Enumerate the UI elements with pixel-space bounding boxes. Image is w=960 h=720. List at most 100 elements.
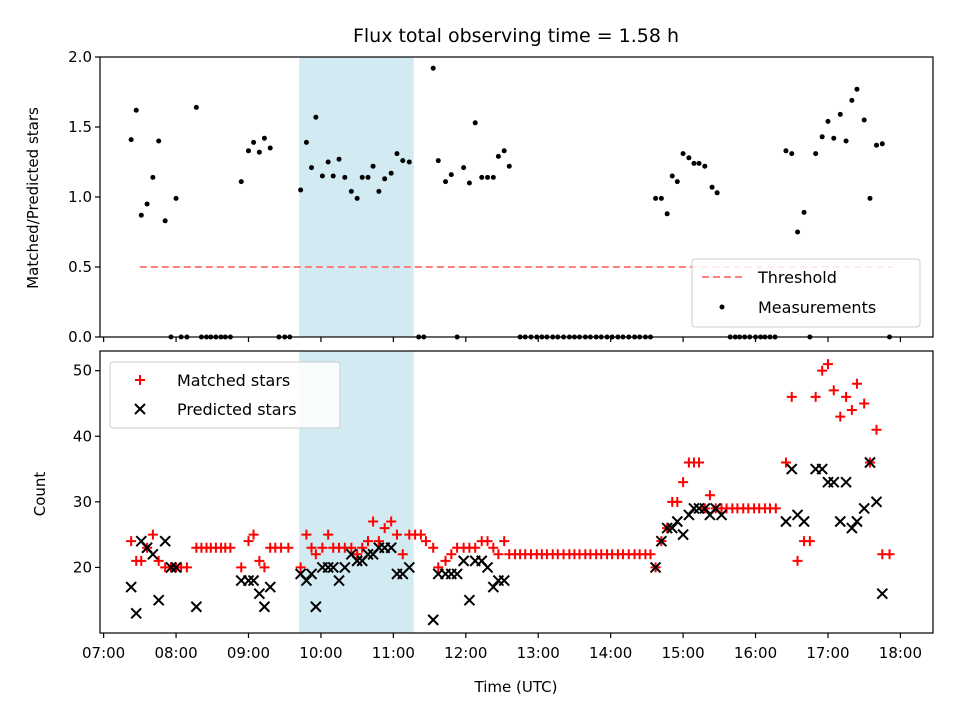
measurement-point <box>267 145 273 151</box>
measurement-point <box>245 148 251 154</box>
matched-star-point <box>704 490 715 501</box>
predicted-star-point <box>780 515 792 528</box>
legend-predicted-label: Predicted stars <box>177 400 297 419</box>
measurement-point <box>370 163 376 169</box>
measurement-point <box>448 172 454 178</box>
measurement-point <box>193 104 199 110</box>
predicted-star-point <box>655 535 668 547</box>
matched-star-point <box>822 359 833 370</box>
predicted-star-point <box>264 581 276 593</box>
measurement-point <box>128 137 134 143</box>
matched-star-point <box>363 536 374 547</box>
y-tick-label: 40 <box>73 427 92 445</box>
measurement-point <box>466 180 472 186</box>
predicted-star-point <box>870 496 883 508</box>
x-tick-label: 13:00 <box>517 644 560 662</box>
matched-star-point <box>136 555 147 566</box>
predicted-star-point <box>671 515 684 528</box>
measurement-point <box>674 179 680 185</box>
count-y-axis-label: Count <box>31 472 49 517</box>
measurement-point <box>789 151 795 157</box>
measurement-point <box>709 184 715 190</box>
measurement-point <box>664 211 670 217</box>
predicted-star-point <box>688 502 700 515</box>
measurement-point <box>298 187 304 193</box>
measurement-point <box>795 229 801 235</box>
matched-star-point <box>841 391 852 402</box>
predicted-star-point <box>798 515 810 528</box>
matched-star-point <box>488 542 499 553</box>
measurement-point <box>825 118 831 124</box>
matched-star-point <box>323 529 334 540</box>
predicted-star-point <box>333 574 345 587</box>
predicted-star-point <box>322 561 334 574</box>
measurement-point <box>831 135 837 141</box>
matched-star-point <box>672 496 683 507</box>
measurement-point <box>783 148 789 154</box>
matched-star-point <box>352 549 363 560</box>
matched-star-point <box>248 529 259 540</box>
predicted-star-point <box>351 555 363 567</box>
measurement-point <box>849 97 855 103</box>
measurement-point <box>813 151 819 157</box>
matched-star-point <box>310 549 321 560</box>
ratio-panel: Flux total observing time = 1.58 h Match… <box>24 25 934 346</box>
measurement-point <box>394 151 400 157</box>
measurement-point <box>303 139 309 145</box>
predicted-star-point <box>253 587 266 600</box>
matched-star-point <box>391 529 402 540</box>
measurement-point <box>653 195 659 201</box>
measurement-point <box>365 174 371 180</box>
predicted-star-point <box>846 522 858 534</box>
legend: Threshold Measurements <box>691 258 921 328</box>
measurement-point <box>313 114 319 120</box>
matched-star-point <box>780 457 791 468</box>
measurement-point <box>479 174 485 180</box>
series-matched-stars <box>126 359 895 573</box>
measurement-point <box>879 141 885 147</box>
matched-star-point <box>884 549 895 560</box>
predicted-star-point <box>130 607 142 620</box>
x-tick-label: 16:00 <box>734 644 777 662</box>
predicted-star-point <box>457 555 470 567</box>
matched-star-point <box>678 477 689 488</box>
y-tick-label: 0.5 <box>68 258 92 276</box>
measurement-point <box>173 195 179 201</box>
matched-star-point <box>446 549 457 560</box>
predicted-star-point <box>715 509 728 521</box>
y-tick-label: 1.5 <box>68 118 92 136</box>
measurement-point <box>138 212 144 218</box>
measurement-point <box>702 163 708 169</box>
y-tick-label: 0.0 <box>68 328 92 346</box>
predicted-star-point <box>451 568 463 580</box>
measurement-point <box>861 117 867 123</box>
matched-star-point <box>499 536 510 547</box>
x-tick-label: 15:00 <box>661 644 704 662</box>
predicted-star-point <box>661 522 673 534</box>
predicted-star-point <box>147 548 159 561</box>
x-tick-label: 10:00 <box>299 644 342 662</box>
predicted-star-point <box>427 614 439 626</box>
y-tick-label: 50 <box>73 362 92 380</box>
predicted-star-point <box>125 581 137 593</box>
matched-star-point <box>181 562 192 573</box>
predicted-star-point <box>242 574 255 587</box>
measurement-point <box>714 190 720 196</box>
matched-star-point <box>786 391 797 402</box>
measurement-point <box>156 138 162 144</box>
measurement-point <box>133 107 139 113</box>
matched-star-point <box>379 523 390 534</box>
matched-star-point <box>259 562 270 573</box>
measurement-point <box>162 218 168 224</box>
measurement-point <box>325 159 331 165</box>
matched-star-point <box>306 542 317 553</box>
predicted-star-point <box>828 476 840 488</box>
count-panel: Count Time (UTC) 20 30 40 50 07:00 08:00 09:00… <box>31 350 934 696</box>
measurement-point <box>400 158 406 164</box>
measurement-point <box>319 173 325 179</box>
matched-star-point <box>828 385 839 396</box>
predicted-star-point <box>310 601 322 613</box>
predicted-star-point <box>385 542 397 554</box>
measurement-point <box>501 148 507 154</box>
